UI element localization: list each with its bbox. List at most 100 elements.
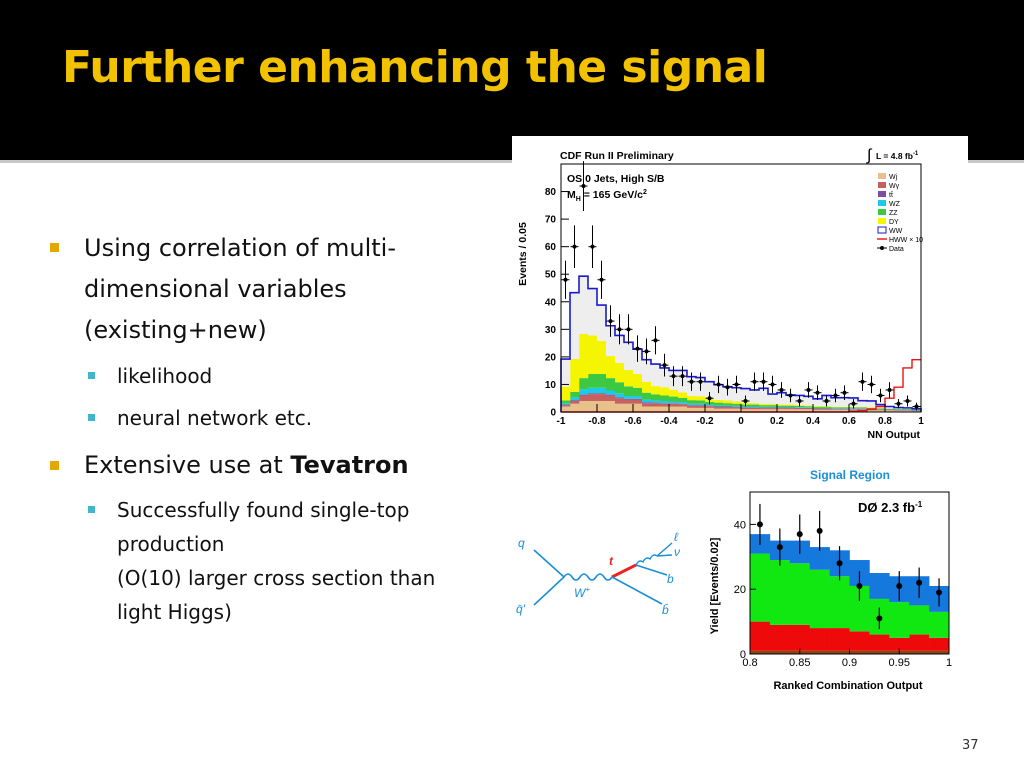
stack-bar-tt̄ [912, 410, 922, 411]
data-point [626, 327, 631, 332]
legend-label: WZ [889, 201, 901, 208]
stack-bar-WW [561, 359, 571, 387]
stack-bar-Wj [777, 409, 787, 412]
data-point [608, 319, 613, 324]
data-point [581, 184, 586, 189]
stack-bar-Wγ [696, 405, 706, 408]
experiment-label: DØ 2.3 fb-1 [858, 500, 923, 515]
stack-bar-Wj [732, 408, 742, 412]
stack-bar-Wj [714, 408, 724, 412]
stack-bar-Wγ [786, 408, 796, 410]
stack-bar-WZ [840, 408, 850, 409]
data-point [869, 382, 874, 387]
stack-bar-WZ [579, 389, 589, 395]
label-w: W+ [574, 585, 590, 600]
stack-bar-tt̄ [660, 403, 670, 404]
stack-bar-Wj [885, 410, 895, 412]
legend-swatch [878, 182, 886, 188]
bullet-line: production [117, 532, 225, 556]
bullet-tevatron: Extensive use at Tevatron [84, 445, 484, 486]
stack-bar-WW [615, 335, 625, 363]
label-qbar: q̄' [516, 602, 526, 616]
stack-bar-WZ [597, 387, 607, 394]
stack-bar-Wj [795, 409, 805, 412]
x-tick-label: 0.95 [889, 657, 910, 669]
stack-bar-WW [759, 388, 769, 404]
stack-bar-DY [597, 340, 607, 374]
stack-bar [809, 650, 830, 654]
x-tick-label: 0.6 [842, 416, 856, 427]
stack-bar-WZ [768, 406, 778, 408]
stack-bar-Wj [804, 409, 814, 412]
stack-bar-ZZ [804, 406, 814, 408]
x-tick-label: 0.8 [878, 416, 892, 427]
stack-bar-Wγ [840, 409, 850, 410]
stack-bar-WW [570, 292, 580, 359]
data-point [761, 379, 766, 384]
stack-bar-DY [759, 403, 769, 406]
stack-bar-Wγ [687, 405, 697, 408]
plot-area: 0 10 20 30 40 50 60 70 80 -1 -0.8 -0.6 -0.4 -0.2 0 0.2 0… [545, 161, 924, 427]
data-point [896, 401, 901, 406]
bullet-line: (existing+new) [84, 316, 267, 344]
stack-bar-ZZ [642, 392, 652, 400]
stack-bar-Wj [831, 409, 841, 412]
stack-bar-tt̄ [669, 403, 679, 404]
stack-bar-Wj [822, 409, 832, 412]
stack-bar-Wγ [777, 408, 787, 410]
stack-bar [829, 576, 850, 629]
data-point [833, 393, 838, 398]
stack-bar [869, 650, 890, 654]
stack-bar-Wγ [795, 408, 805, 410]
stack-bar-WZ [606, 390, 616, 395]
stack-bar-tt̄ [822, 408, 832, 409]
stack-bar-tt̄ [858, 408, 868, 410]
sub-bullet-marker [88, 414, 95, 421]
data-point [653, 338, 658, 343]
stack-bar-Wj [660, 406, 670, 412]
stack-bar-Wγ [660, 403, 670, 407]
stack-bar [869, 573, 890, 599]
stack-bar-WZ [633, 396, 643, 399]
bullet-bold-text: Tevatron [290, 451, 409, 479]
stack-bar-Wγ [723, 407, 733, 409]
top-quark-line [611, 563, 637, 579]
sub-bullet-likelihood: likelihood [117, 364, 213, 388]
chart-title: Signal Region [810, 468, 890, 482]
stack-bar-Wj [894, 410, 904, 412]
lepton-line [656, 542, 673, 557]
stack-bar-ZZ [624, 386, 634, 397]
y-tick-label: 20 [545, 352, 557, 363]
stack-bar-tt̄ [705, 405, 715, 407]
stack-bar-Wj [768, 409, 778, 412]
data-point [707, 396, 712, 401]
stack-bar-Wγ [705, 406, 715, 408]
legend-label: Wj [889, 174, 898, 181]
stack-bar-DY [813, 405, 823, 407]
stack-bar-Wj [651, 406, 661, 412]
y-tick-label: 40 [734, 519, 746, 531]
lumi-label: L = 4.8 fb-1 [876, 151, 919, 161]
stack-bar [750, 650, 771, 654]
w-boson-line [563, 573, 613, 581]
data-point [725, 385, 730, 390]
stack-bar-ZZ [786, 405, 796, 408]
stack-bar-DY [732, 401, 742, 404]
data-point [662, 363, 667, 368]
x-tick-label: 0.8 [742, 657, 757, 669]
data-point [887, 387, 892, 392]
stack-bar-ZZ [750, 404, 760, 407]
data-point [876, 615, 883, 622]
stack-bar-Wγ [570, 400, 580, 404]
stack-bar-DY [804, 405, 814, 407]
stack-bar [789, 563, 810, 625]
stack-bar-ZZ [597, 373, 607, 388]
stack-bar-Wγ [804, 408, 814, 410]
data-point [743, 398, 748, 403]
stack-bar-Wj [588, 400, 598, 412]
stack-bar-ZZ [696, 400, 706, 404]
data-point [860, 379, 865, 384]
stack-bar-ZZ [606, 378, 616, 391]
stack-bar-Wγ [750, 407, 760, 410]
data-point [734, 382, 739, 387]
